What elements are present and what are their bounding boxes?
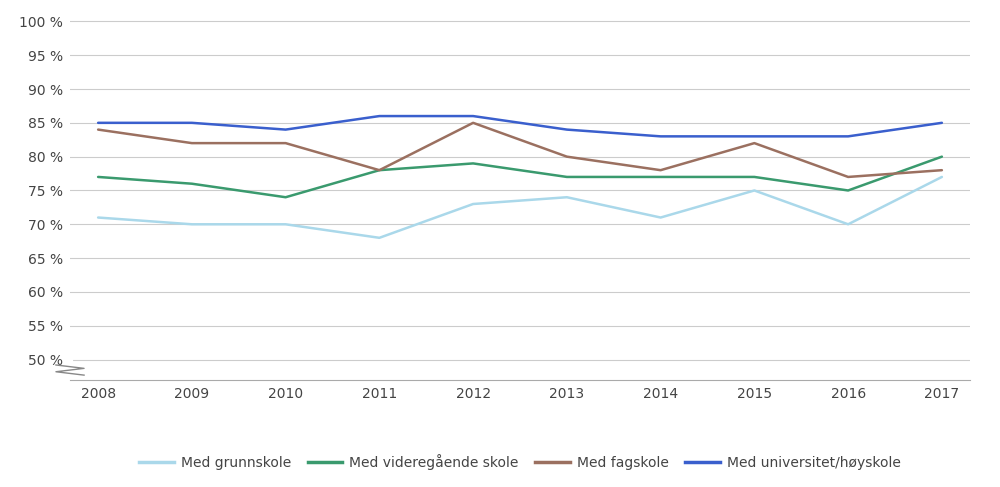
Legend: Med grunnskole, Med videregående skole, Med fagskole, Med universitet/høyskole: Med grunnskole, Med videregående skole, … xyxy=(133,448,907,475)
